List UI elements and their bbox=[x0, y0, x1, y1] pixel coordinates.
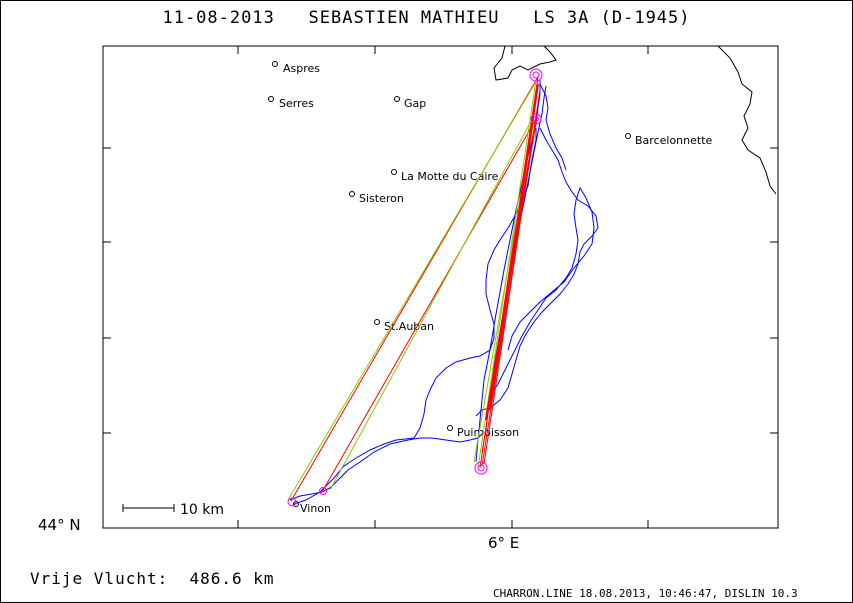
town-label-sisteron: Sisteron bbox=[359, 192, 404, 205]
town-marker-sisteron bbox=[349, 191, 355, 197]
border-line bbox=[493, 45, 557, 81]
town-marker-aspres bbox=[272, 61, 278, 67]
lon-axis-label: 6° E bbox=[488, 534, 519, 552]
turnpoint-vinon bbox=[287, 497, 297, 507]
scale-bar-label: 10 km bbox=[180, 502, 224, 518]
flight-track bbox=[289, 80, 599, 505]
turnpoint-north bbox=[529, 68, 543, 82]
town-label-puimoisson: Puimoisson bbox=[457, 426, 519, 439]
town-marker-barcelonnette bbox=[625, 133, 631, 139]
turnpoint-west bbox=[319, 487, 327, 495]
town-label-gap: Gap bbox=[404, 97, 426, 110]
town-marker-gap bbox=[394, 96, 400, 102]
town-marker-st-auban bbox=[374, 319, 380, 325]
town-label-barcelonnette: Barcelonnette bbox=[635, 134, 713, 147]
page-title: 11-08-2013 SEBASTIEN MATHIEU LS 3A (D-19… bbox=[162, 8, 691, 28]
turnpoint-markers bbox=[287, 68, 543, 507]
town-marker-serres bbox=[268, 96, 274, 102]
town-label-aspres: Aspres bbox=[283, 62, 320, 75]
lat-axis-label: 44° N bbox=[38, 516, 81, 534]
town-label-vinon: Vinon bbox=[300, 502, 331, 515]
town-marker-puimoisson bbox=[447, 425, 453, 431]
town-label-serres: Serres bbox=[279, 97, 314, 110]
town-label-st-auban: St.Auban bbox=[384, 320, 434, 333]
turnpoint-mid bbox=[530, 113, 542, 125]
town-markers bbox=[268, 61, 631, 507]
flight-distance: Vrije Vlucht: 486.6 km bbox=[30, 569, 275, 588]
border-line-east bbox=[717, 45, 777, 195]
turnpoint-south bbox=[474, 461, 488, 475]
scale-bar bbox=[122, 504, 175, 512]
software-credit: CHARRON.LINE 18.08.2013, 10:46:47, DISLI… bbox=[493, 587, 798, 600]
town-marker-la-motte bbox=[391, 169, 397, 175]
task-legs-bold bbox=[485, 83, 539, 421]
map-frame bbox=[102, 45, 779, 529]
map-ticks bbox=[103, 46, 778, 528]
town-label-la-motte: La Motte du Caire bbox=[401, 170, 499, 183]
